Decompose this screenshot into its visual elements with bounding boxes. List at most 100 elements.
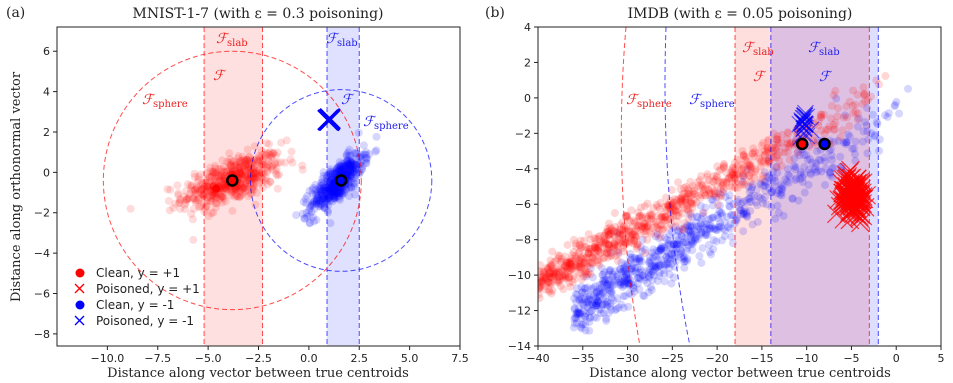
point-clean-pos <box>681 196 690 205</box>
point-clean-pos <box>849 109 858 118</box>
point-clean-pos <box>673 201 682 210</box>
point-clean-neg <box>657 244 666 253</box>
point-clean-neg <box>318 197 327 206</box>
point-clean-neg <box>697 215 706 224</box>
point-clean-neg <box>680 257 689 266</box>
point-clean-pos <box>215 195 224 204</box>
point-clean-pos <box>737 180 746 189</box>
point-clean-neg <box>603 279 612 288</box>
point-clean-pos <box>236 186 245 195</box>
point-clean-neg <box>349 164 358 173</box>
point-clean-pos <box>194 185 203 194</box>
point-clean-pos <box>185 190 194 199</box>
point-clean-neg <box>359 141 368 150</box>
point-clean-neg <box>320 183 329 192</box>
point-clean-neg <box>617 258 626 267</box>
point-clean-pos <box>751 167 760 176</box>
point-clean-neg <box>683 244 692 253</box>
point-clean-pos <box>538 273 544 282</box>
point-clean-neg <box>619 292 628 301</box>
point-clean-neg <box>320 186 329 195</box>
point-clean-neg <box>718 188 727 197</box>
point-clean-neg <box>767 202 776 211</box>
point-clean-pos <box>649 204 658 213</box>
point-clean-pos <box>199 191 208 200</box>
point-clean-neg <box>646 265 655 274</box>
point-clean-neg <box>345 191 354 200</box>
point-clean-neg <box>607 287 616 296</box>
point-clean-pos <box>576 258 585 267</box>
point-clean-pos <box>567 254 576 263</box>
point-clean-pos <box>607 242 616 251</box>
panel-a: (a) MNIST-1-7 (with ε = 0.3 poisoning) −… <box>6 5 469 381</box>
point-clean-pos <box>583 270 592 279</box>
point-clean-neg <box>771 176 780 185</box>
point-clean-pos <box>669 198 678 207</box>
point-clean-neg <box>617 278 626 287</box>
point-clean-neg <box>585 291 594 300</box>
point-clean-pos <box>773 151 782 160</box>
point-clean-pos <box>831 118 840 127</box>
point-clean-pos <box>653 212 662 221</box>
point-clean-pos <box>254 157 263 166</box>
point-clean-neg <box>707 224 716 233</box>
point-clean-neg <box>703 231 712 240</box>
point-clean-pos <box>660 202 669 211</box>
point-clean-pos <box>678 193 687 202</box>
point-clean-neg <box>665 236 674 245</box>
point-clean-neg <box>675 250 684 259</box>
point-clean-pos <box>729 171 738 180</box>
point-clean-pos <box>298 161 307 170</box>
point-clean-neg <box>326 219 335 228</box>
point-clean-pos <box>565 274 574 283</box>
point-clean-pos <box>619 243 628 252</box>
point-clean-pos <box>830 125 839 134</box>
point-clean-neg <box>652 261 661 270</box>
point-clean-pos <box>580 236 589 245</box>
point-clean-pos <box>720 161 729 170</box>
point-clean-pos <box>200 190 209 199</box>
point-clean-neg <box>572 314 581 323</box>
point-clean-neg <box>700 220 709 229</box>
point-clean-neg <box>324 175 333 184</box>
point-clean-neg <box>720 232 729 241</box>
point-clean-pos <box>738 146 747 155</box>
point-clean-pos <box>604 231 613 240</box>
point-clean-pos <box>578 243 587 252</box>
point-clean-neg <box>327 183 336 192</box>
point-clean-pos <box>189 187 198 196</box>
point-clean-neg <box>328 168 337 177</box>
point-clean-pos <box>548 273 557 282</box>
point-clean-pos <box>582 243 591 252</box>
point-clean-pos <box>568 278 577 287</box>
point-clean-neg <box>625 275 634 284</box>
point-clean-neg <box>588 300 597 309</box>
point-clean-pos <box>730 174 739 183</box>
point-clean-pos <box>200 183 209 192</box>
point-clean-pos <box>126 204 135 213</box>
point-clean-pos <box>567 260 576 269</box>
point-clean-neg <box>357 165 366 174</box>
point-clean-neg <box>338 163 347 172</box>
point-clean-neg <box>305 186 314 195</box>
point-clean-neg <box>597 309 606 318</box>
point-clean-pos <box>750 148 759 157</box>
point-clean-neg <box>310 205 319 214</box>
point-clean-neg <box>626 256 635 265</box>
point-clean-neg <box>350 149 359 158</box>
point-clean-pos <box>236 164 245 173</box>
point-clean-neg <box>791 176 800 185</box>
point-clean-neg <box>796 168 805 177</box>
point-clean-pos <box>263 168 272 177</box>
point-clean-pos <box>860 91 869 100</box>
point-clean-neg <box>334 185 343 194</box>
point-clean-neg <box>794 196 803 205</box>
point-clean-pos <box>656 198 665 207</box>
point-clean-pos <box>658 214 667 223</box>
point-clean-pos <box>692 198 701 207</box>
point-clean-pos <box>771 143 780 152</box>
panel-b-fsphere-blue: ℱsphere <box>689 92 735 110</box>
point-clean-neg <box>816 156 825 165</box>
panel-a-f-blue: ℱ <box>341 92 355 108</box>
point-clean-neg <box>327 175 336 184</box>
